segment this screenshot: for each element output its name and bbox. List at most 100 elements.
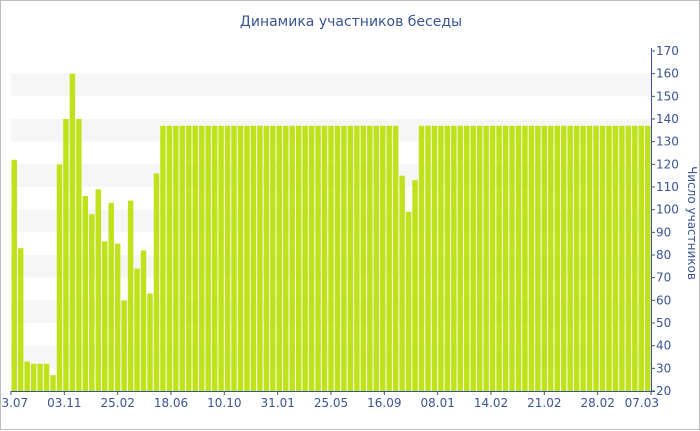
bar [321, 125, 328, 392]
bar [444, 125, 451, 392]
x-tick-label: 08.01 [420, 396, 454, 410]
y-tick-label: 120 [656, 157, 679, 171]
y-tick-label: 160 [656, 67, 679, 81]
bar [198, 125, 205, 392]
bar [489, 125, 496, 392]
bar [515, 125, 522, 392]
bar [50, 375, 56, 391]
bar [160, 125, 166, 392]
x-tick-label: 25.02 [100, 396, 134, 410]
x-tick-label: 31.01 [260, 396, 294, 410]
x-tick-label: 13.07 [1, 396, 28, 410]
bar [114, 243, 121, 391]
y-tick-label: 20 [656, 384, 671, 398]
bar [399, 175, 405, 391]
bar [573, 125, 580, 392]
bar [315, 125, 321, 392]
bar [108, 202, 114, 391]
bar [56, 164, 63, 391]
bar [63, 119, 69, 391]
bar [276, 125, 283, 392]
bar [30, 363, 37, 391]
bar [263, 125, 270, 392]
bar [140, 250, 147, 391]
grid-band [11, 73, 651, 97]
y-tick-label: 140 [656, 112, 679, 126]
bar [606, 125, 612, 392]
bar [438, 125, 444, 392]
bar [192, 125, 198, 392]
bar [244, 125, 250, 392]
bars [11, 73, 651, 392]
bar [102, 241, 108, 391]
bar [302, 125, 308, 392]
y-tick-label: 150 [656, 89, 679, 103]
bar [147, 293, 153, 391]
bar [295, 125, 302, 392]
bar [231, 125, 237, 392]
bar [638, 125, 645, 392]
bar [379, 125, 386, 392]
x-tick-label: 18.06 [154, 396, 188, 410]
bar [593, 125, 599, 392]
bar [289, 125, 295, 392]
bar [451, 125, 457, 392]
bar [218, 125, 224, 392]
bar [457, 125, 464, 392]
bar [82, 196, 89, 391]
bar [205, 125, 211, 392]
bar [95, 189, 102, 391]
y-tick-label: 80 [656, 248, 671, 262]
bar [224, 125, 231, 392]
bar [386, 125, 392, 392]
x-tick-label: 14.02 [474, 396, 508, 410]
bar [528, 125, 535, 392]
y-tick-label: 30 [656, 361, 671, 375]
bar [134, 268, 140, 391]
axes [10, 48, 655, 395]
y-tick-label: 50 [656, 316, 671, 330]
bar [328, 125, 334, 392]
bar [412, 180, 418, 391]
bar [334, 125, 341, 392]
y-axis-title: Число участников [685, 166, 699, 280]
bar [173, 125, 179, 392]
bar [535, 125, 541, 392]
x-tick-label: 07.03 [625, 396, 659, 410]
bar [347, 125, 354, 392]
bar [619, 125, 625, 392]
bar [625, 125, 632, 392]
bar [612, 125, 619, 392]
chart-title: Динамика участников беседы [239, 14, 463, 30]
bar [257, 125, 263, 392]
bar [250, 125, 257, 392]
bar [554, 125, 560, 392]
bar [483, 125, 489, 392]
bar [153, 173, 160, 391]
bar [17, 248, 24, 391]
y-tick-label: 110 [656, 180, 679, 194]
bar [645, 125, 651, 392]
x-tick-label: 21.02 [527, 396, 561, 410]
bar [43, 363, 50, 391]
bar [580, 125, 586, 392]
bar [470, 125, 476, 392]
bar [308, 125, 315, 392]
bar [431, 125, 438, 392]
x-tick-label: 25.05 [314, 396, 348, 410]
y-tick-label: 90 [656, 225, 671, 239]
bar [548, 125, 554, 392]
bar [496, 125, 502, 392]
bar [37, 363, 43, 391]
bar [425, 125, 431, 392]
x-tick-label: 03.11 [47, 396, 81, 410]
bar [599, 125, 606, 392]
bar [283, 125, 289, 392]
x-tick-labels: 13.07 03.11 25.02 18.06 10.10 31.01 25.05 16.09… [1, 396, 659, 410]
bar [405, 211, 412, 391]
bar [560, 125, 567, 392]
y-tick-label: 60 [656, 293, 671, 307]
bar [121, 300, 127, 391]
